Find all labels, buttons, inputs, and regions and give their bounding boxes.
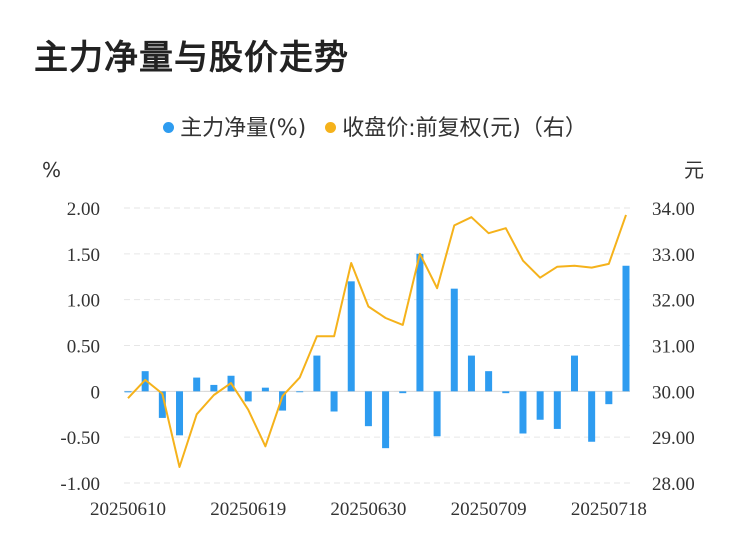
net-volume-bar (450, 288, 458, 392)
y-left-tick-label: 2.00 (67, 199, 100, 220)
y-right-tick-label: 33.00 (652, 245, 695, 266)
y-right-tick-label: 34.00 (652, 199, 695, 220)
net-volume-bar (279, 391, 287, 411)
net-volume-bar (416, 253, 424, 392)
y-right-tick-label: 31.00 (652, 337, 695, 358)
x-tick-label: 20250709 (451, 499, 527, 520)
legend-item-close-price[interactable]: 收盘价:前复权(元)（右） (325, 110, 587, 142)
legend-label-net-volume: 主力净量(%) (180, 116, 307, 141)
y-right-tick-label: 29.00 (652, 428, 695, 449)
net-volume-bar (296, 391, 304, 393)
y-right-unit: 元 (684, 158, 704, 182)
y-left-unit: % (42, 158, 61, 182)
net-volume-bar (210, 384, 218, 392)
net-volume-bar (330, 391, 338, 412)
y-left-tick-label: 1.00 (67, 291, 100, 312)
net-volume-bar (347, 281, 355, 392)
y-right-tick-label: 30.00 (652, 382, 695, 403)
x-tick-label: 20250718 (571, 499, 647, 520)
net-volume-bar (588, 391, 596, 442)
net-volume-bar (467, 355, 475, 392)
legend-dot-blue-icon (163, 121, 175, 133)
y-left-tick-label: 1.50 (67, 245, 100, 266)
chart-legend: 主力净量(%) 收盘价:前复权(元)（右） (0, 110, 750, 142)
y-right-tick-label: 28.00 (652, 474, 695, 495)
x-tick-label: 20250630 (330, 499, 406, 520)
legend-dot-yellow-icon (325, 121, 337, 133)
net-volume-bar (399, 391, 407, 394)
net-volume-bar (382, 391, 390, 449)
net-volume-bar (570, 355, 578, 392)
x-tick-label: 20250610 (90, 499, 166, 520)
net-volume-bar (553, 391, 561, 429)
y-right-tick-label: 32.00 (652, 291, 695, 312)
y-left-tick-label: 0.50 (67, 337, 100, 358)
net-volume-bar (124, 391, 132, 393)
net-volume-bar (536, 391, 544, 420)
y-left-tick-label: -0.50 (60, 428, 100, 449)
net-volume-bar (313, 355, 321, 392)
net-volume-bar (622, 265, 630, 392)
net-volume-bar (502, 391, 510, 394)
close-price-line (127, 214, 627, 468)
legend-label-close-price: 收盘价:前复权(元)（右） (342, 116, 587, 141)
net-volume-bar (261, 387, 269, 392)
net-volume-bar (158, 391, 166, 418)
net-volume-bar (364, 391, 372, 427)
x-tick-label: 20250619 (210, 499, 286, 520)
net-volume-bar (519, 391, 527, 434)
net-volume-bar (193, 377, 201, 392)
net-volume-bar (485, 371, 493, 392)
net-volume-bar (433, 391, 441, 437)
legend-item-net-volume[interactable]: 主力净量(%) (163, 110, 306, 142)
net-volume-bar (244, 391, 252, 402)
page-title: 主力净量与股价走势 (34, 38, 349, 78)
y-left-tick-label: -1.00 (60, 474, 100, 495)
y-left-tick-label: 0 (91, 382, 101, 403)
net-volume-bar (176, 391, 184, 436)
net-volume-bar (605, 391, 613, 405)
